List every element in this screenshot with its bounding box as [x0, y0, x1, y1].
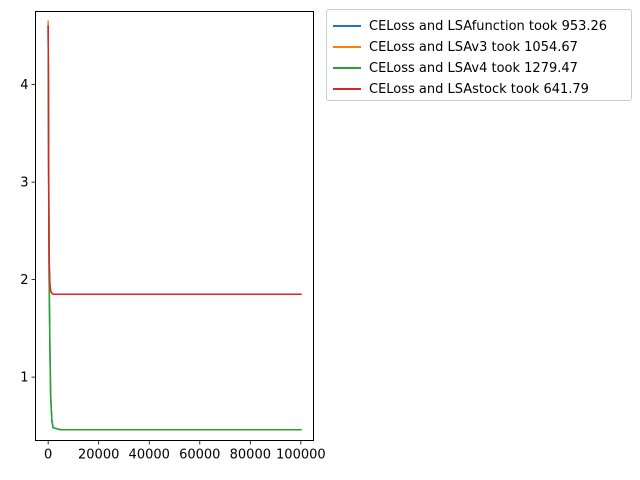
series-line — [47, 20, 302, 295]
legend-entry: CELoss and LSAv3 took 1054.67 — [333, 37, 578, 57]
y-tick-label: 1 — [20, 371, 28, 386]
legend-entry: CELoss and LSAstock took 641.79 — [333, 79, 589, 99]
legend-swatch — [333, 88, 361, 90]
legend-label: CELoss and LSAfunction took 953.26 — [369, 18, 608, 34]
y-tick-label: 2 — [20, 273, 28, 288]
legend-label: CELoss and LSAstock took 641.79 — [369, 81, 589, 97]
y-tick-label: 4 — [20, 78, 28, 93]
series-layer — [47, 20, 302, 431]
legend-entry: CELoss and LSAv4 took 1279.47 — [333, 58, 578, 78]
x-tick-label: 20000 — [78, 448, 119, 463]
legend-swatch — [333, 25, 361, 27]
plot-frame — [35, 11, 314, 441]
legend-swatch — [333, 67, 361, 69]
x-axis: 0 20000 40000 60000 80000 100000 — [44, 440, 326, 463]
legend: CELoss and LSAfunction took 953.26 CELos… — [326, 9, 632, 101]
x-tick-label: 40000 — [129, 448, 170, 463]
x-tick-label: 100000 — [276, 448, 326, 463]
x-tick-label: 80000 — [230, 448, 271, 463]
x-tick-label: 0 — [44, 448, 52, 463]
legend-swatch — [333, 46, 361, 48]
legend-entry: CELoss and LSAfunction took 953.26 — [333, 16, 607, 36]
series-line — [47, 25, 302, 431]
legend-label: CELoss and LSAv3 took 1054.67 — [369, 39, 578, 55]
legend-label: CELoss and LSAv4 took 1279.47 — [369, 60, 578, 76]
x-tick-label: 60000 — [179, 448, 220, 463]
series-line — [47, 25, 302, 295]
y-axis: 1 2 3 4 — [20, 78, 36, 386]
series-line — [47, 25, 302, 431]
y-tick-label: 3 — [20, 176, 28, 191]
